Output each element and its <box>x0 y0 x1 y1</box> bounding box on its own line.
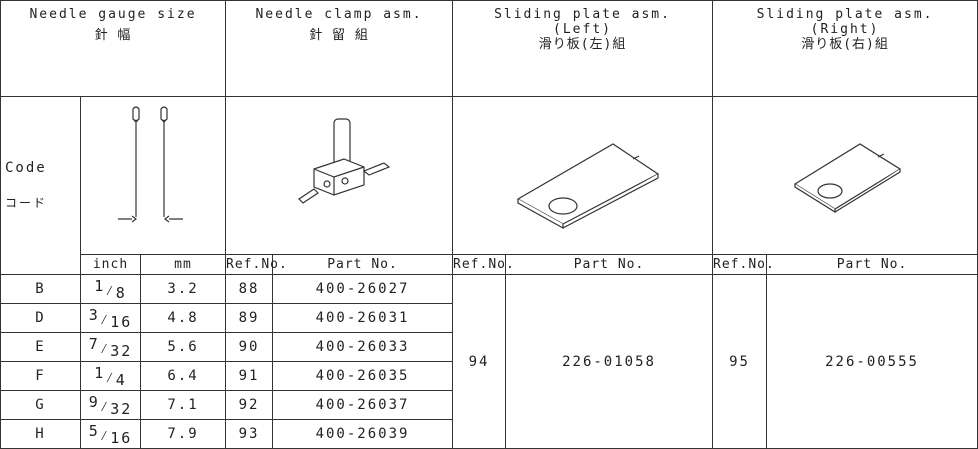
column-header-row: inch mm Ref.No. Part No. Ref.No. Part No. Ref.… <box>1 254 978 275</box>
inch-numerator: 1 <box>94 276 106 295</box>
code: B <box>0 274 81 304</box>
image-row: Code コード <box>0 96 978 275</box>
ref-no: 94 <box>452 274 507 449</box>
header-subtitle: 滑り板(左)組 <box>538 37 627 52</box>
inch-cell: 1⁄8 <box>80 274 141 304</box>
data-row: H 5⁄16 7.9 93 400-26039 <box>0 419 978 449</box>
mm: 6.4 <box>139 361 227 391</box>
inch-cell: 5⁄16 <box>80 419 141 449</box>
inch-cell: 3⁄16 <box>80 303 141 333</box>
ref-no: 90 <box>225 332 274 362</box>
fraction-slash: ⁄ <box>99 398 111 415</box>
needle-illustration <box>118 105 183 222</box>
fraction-slash: ⁄ <box>105 282 116 299</box>
inch-cell: 7⁄32 <box>80 332 141 362</box>
inch-cell: 1⁄4 <box>80 361 141 391</box>
header-subtitle: 滑り板(右)組 <box>801 37 889 52</box>
header-side: (Left) <box>553 22 612 37</box>
column-header: Part No. <box>272 254 454 275</box>
code-label: Code <box>5 160 47 176</box>
part-no: 400-26037 <box>272 390 454 420</box>
header-cell: Sliding plate asm. (Left) 滑り板(左)組 <box>452 0 714 97</box>
needle-image-cell <box>79 96 227 255</box>
data-row: G 9⁄32 7.1 92 400-26037 <box>0 390 978 420</box>
part-no: 400-26031 <box>272 303 454 333</box>
header-title: Needle gauge size <box>29 7 197 22</box>
header-side: (Right) <box>810 22 880 37</box>
header-row: Needle gauge size 針 幅 Needle clamp asm. 針 … <box>0 0 978 97</box>
ref-no: 93 <box>225 419 274 449</box>
code: F <box>0 361 81 391</box>
inch-denominator: 16 <box>110 312 133 331</box>
inch-cell: 9⁄32 <box>80 390 141 420</box>
inch-numerator: 1 <box>94 363 106 382</box>
inch-denominator: 32 <box>110 341 133 360</box>
clamp-image-cell <box>225 96 454 255</box>
column-header: Ref.No. <box>225 254 287 275</box>
part-no: 400-26035 <box>272 361 454 391</box>
clamp-illustration <box>298 117 391 204</box>
inch-denominator: 32 <box>110 399 133 418</box>
code-label-cell: Code コード <box>0 96 81 275</box>
part-no: 226-00555 <box>766 274 978 449</box>
mm: 3.2 <box>139 274 227 304</box>
data-row: D 3⁄16 4.8 89 400-26031 <box>0 303 978 333</box>
part-no: 226-01058 <box>505 274 714 449</box>
header-cell: Sliding plate asm. (Right) 滑り板(右)組 <box>712 0 978 97</box>
part-no: 400-26027 <box>272 274 454 304</box>
header-title: Needle clamp asm. <box>255 7 423 22</box>
header-subtitle: 針 幅 <box>94 28 132 43</box>
inch-denominator: 16 <box>110 428 133 447</box>
code-label-ja: コード <box>5 196 48 210</box>
code: G <box>0 390 81 420</box>
column-header: mm <box>139 254 227 275</box>
ref-no: 89 <box>225 303 274 333</box>
column-header: inch <box>80 254 141 275</box>
mm: 4.8 <box>139 303 227 333</box>
code: D <box>0 303 81 333</box>
right-plate-illustration <box>793 142 902 213</box>
header-title: Sliding plate asm. <box>756 7 934 22</box>
data-row: F 1⁄4 6.4 91 400-26035 <box>0 361 978 391</box>
fraction-slash: ⁄ <box>99 427 111 444</box>
left-plate-illustration <box>516 142 659 229</box>
inch-numerator: 5 <box>88 421 100 440</box>
column-header: Ref.No. <box>712 254 774 275</box>
mm: 7.1 <box>139 390 227 420</box>
fraction-slash: ⁄ <box>99 340 111 357</box>
header-subtitle: 針 留 組 <box>309 28 369 43</box>
column-header: Part No. <box>766 254 978 275</box>
data-row: B 1⁄8 3.2 88 400-26027 94 226-01058 95 226-00555 <box>0 274 978 449</box>
mm: 7.9 <box>139 419 227 449</box>
ref-no: 95 <box>712 274 768 449</box>
code: H <box>0 419 81 449</box>
ref-no: 91 <box>225 361 274 391</box>
column-header: Ref.No. <box>452 254 514 275</box>
header-title: Sliding plate asm. <box>494 7 671 22</box>
inch-denominator: 4 <box>115 370 127 389</box>
inch-numerator: 7 <box>88 334 100 353</box>
part-no: 400-26033 <box>272 332 454 362</box>
fraction-slash: ⁄ <box>99 311 111 328</box>
ref-no: 92 <box>225 390 274 420</box>
header-cell: Needle gauge size 針 幅 <box>0 0 227 97</box>
right-plate-image-cell <box>712 96 978 255</box>
inch-denominator: 8 <box>115 283 127 302</box>
column-header: Part No. <box>505 254 714 275</box>
fraction-slash: ⁄ <box>105 369 116 386</box>
inch-numerator: 3 <box>88 305 100 324</box>
ref-no: 88 <box>225 274 274 304</box>
mm: 5.6 <box>139 332 227 362</box>
code: E <box>0 332 81 362</box>
inch-numerator: 9 <box>88 392 100 411</box>
left-plate-image-cell <box>452 96 714 255</box>
header-cell: Needle clamp asm. 針 留 組 <box>225 0 454 97</box>
part-no: 400-26039 <box>272 419 454 449</box>
